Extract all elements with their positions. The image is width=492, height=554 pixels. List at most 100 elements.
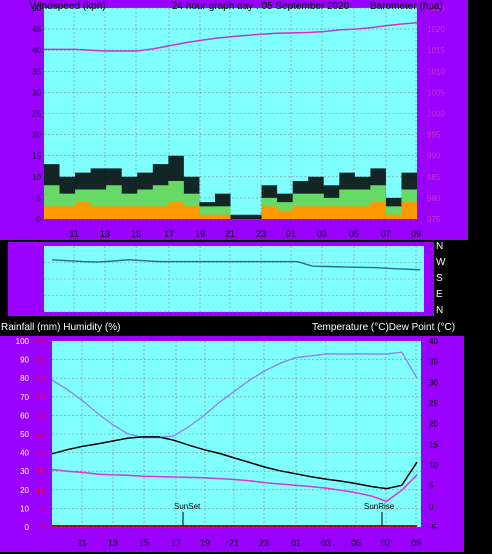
temperature-tick-label: 15: [429, 440, 438, 449]
rain-tick-label: 0: [41, 523, 46, 532]
humidity-tick-label: 70: [20, 393, 29, 402]
temperature-dewpoint-axis-label: Temperature (°C)Dew Point (°C): [312, 322, 455, 333]
temperature-line: [51, 436, 418, 490]
wind-tick-label: 20: [32, 131, 41, 140]
rain-tick-label: 30: [36, 411, 45, 420]
wind-x-ticks: 11 13 15 17 19 21 23 01 03 05 07 09: [69, 229, 421, 239]
wind-tick-label: 15: [32, 152, 41, 161]
wind-y-ticks: 0 5 10 15 20 25 30 35 40 45 50: [32, 4, 41, 224]
barometer-tick-label: 995: [427, 131, 441, 140]
humidity-line: [51, 351, 418, 439]
windspeed-axis-label: Windspeed (kph): [30, 1, 106, 12]
sunset-label: SunSet: [174, 502, 201, 511]
barometer-axis-label: Barometer (hpa): [370, 1, 443, 12]
temperature-tick-label: 0: [429, 502, 434, 511]
humidity-tick-label: 40: [20, 449, 29, 458]
humidity-tick-label: 50: [20, 430, 29, 439]
x-tick-label: 03: [317, 229, 327, 239]
humidity-tick-label: 90: [20, 356, 29, 365]
temperature-tick-label: 40: [429, 337, 438, 346]
rain-tick-label: 15: [36, 467, 45, 476]
wind-tick-label: 30: [32, 88, 41, 97]
x-tick-label: 19: [200, 538, 210, 548]
temperature-tick-label: 35: [429, 358, 438, 367]
rain-tick-label: 25: [36, 430, 45, 439]
wind-bars: [44, 155, 417, 219]
x-tick-label: 21: [229, 538, 239, 548]
x-tick-label: 01: [286, 229, 296, 239]
humidity-tick-label: 100: [16, 337, 30, 346]
rain-tick-label: 20: [36, 449, 45, 458]
wind-tick-label: 45: [32, 25, 41, 34]
barometer-series: [44, 22, 418, 52]
wind-tick-label: 10: [32, 173, 41, 182]
wind-tick-label: 25: [32, 110, 41, 119]
direction-label-n1: N: [436, 241, 443, 252]
barometer-tick-label: 1005: [427, 88, 445, 97]
wind-tick-label: 50: [32, 4, 41, 13]
rain-tick-label: 5: [41, 504, 46, 513]
rain-tick-label: 35: [36, 393, 45, 402]
x-tick-label: 23: [256, 229, 266, 239]
direction-series: [51, 259, 421, 271]
x-tick-label: 13: [100, 229, 110, 239]
x-tick-label: 07: [381, 229, 391, 239]
temperature-tick-label: 30: [429, 378, 438, 387]
humidity-y-ticks: 0 10 20 30 40 50 60 70 80 90 100: [16, 337, 30, 532]
sunrise-label: SunRise: [364, 502, 395, 511]
x-tick-label: 05: [351, 538, 361, 548]
rain-y-ticks: 0 5 10 15 20 25 30 35 40 45 50: [36, 337, 45, 532]
direction-label-w: W: [436, 257, 446, 268]
barometer-tick-label: 1020: [427, 25, 445, 34]
lower-series: [51, 351, 418, 527]
temperature-tick-label: 20: [429, 420, 438, 429]
x-tick-label: 03: [321, 538, 331, 548]
humidity-tick-label: 60: [20, 411, 29, 420]
barometer-line: [44, 22, 418, 52]
x-tick-label: 07: [381, 538, 391, 548]
barometer-tick-label: 985: [427, 173, 441, 182]
humidity-tick-label: 20: [20, 486, 29, 495]
barometer-tick-label: 1010: [427, 67, 445, 76]
chart-title: 24 hour graph day : 05 September 2020: [172, 1, 350, 12]
barometer-tick-label: 1025: [427, 4, 445, 13]
x-tick-label: 19: [195, 229, 205, 239]
rain-humidity-axis-label: Rainfall (mm) Humidity (%): [1, 322, 120, 333]
x-tick-label: 11: [77, 538, 86, 548]
x-tick-label: 13: [108, 538, 118, 548]
humidity-tick-label: 80: [20, 374, 29, 383]
direction-label-e: E: [436, 289, 443, 300]
barometer-tick-label: 1015: [427, 46, 445, 55]
rain-tick-label: 10: [36, 486, 45, 495]
rain-tick-label: 50: [36, 337, 45, 346]
temperature-tick-label: 25: [429, 399, 438, 408]
x-tick-label: 09: [411, 229, 421, 239]
x-tick-label: 17: [164, 229, 174, 239]
wind-grid: [44, 7, 417, 220]
barometer-y-ticks: 975 980 985 990 995 1000 1005 1010 1015 1020 1025: [427, 4, 445, 224]
dewpoint-line: [51, 468, 418, 503]
humidity-tick-label: 10: [20, 504, 29, 513]
temperature-tick-label: -5: [429, 523, 437, 532]
lower-x-ticks: 11 13 15 17 19 21 23 01 03 05 07 09: [77, 538, 421, 548]
x-tick-label: 11: [69, 229, 78, 239]
direction-label-n2: N: [436, 305, 443, 316]
barometer-tick-label: 980: [427, 194, 441, 203]
x-tick-label: 09: [411, 538, 421, 548]
temperature-tick-label: 10: [429, 461, 438, 470]
direction-grid: [44, 245, 424, 313]
x-tick-label: 23: [259, 538, 269, 548]
temperature-tick-label: 5: [429, 482, 434, 491]
wind-tick-label: 0: [37, 215, 42, 224]
rain-tick-label: 40: [36, 374, 45, 383]
x-tick-label: 17: [171, 538, 181, 548]
humidity-tick-label: 30: [20, 467, 29, 476]
windspeed-bars: [44, 202, 417, 219]
wind-tick-label: 35: [32, 67, 41, 76]
wind-tick-label: 40: [32, 46, 41, 55]
wind-direction-line: [51, 259, 421, 271]
direction-label-s: S: [436, 273, 443, 284]
x-tick-label: 15: [139, 538, 149, 548]
x-tick-label: 01: [291, 538, 301, 548]
